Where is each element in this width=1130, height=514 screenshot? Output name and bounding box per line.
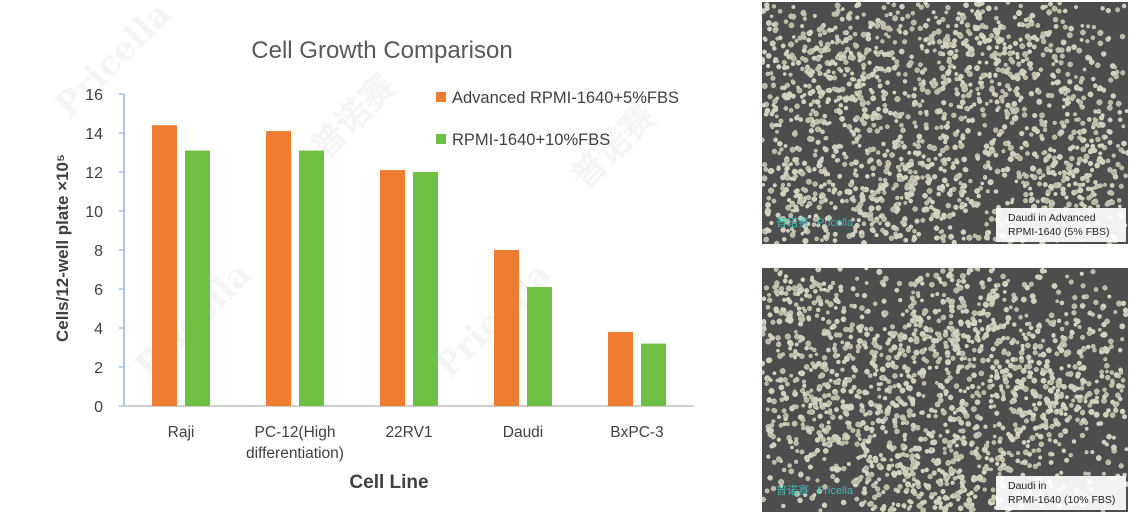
micrograph-rpmi-10fbs: 普诺赛 Pricella Daudi in RPMI-1640 (10% FBS) <box>762 268 1128 512</box>
bar <box>641 343 666 406</box>
bar <box>185 150 210 406</box>
bar <box>494 250 519 406</box>
cell-micrograph-image <box>762 268 1128 512</box>
x-tick-label: Raji <box>168 424 195 441</box>
x-tick-label: Daudi <box>503 424 544 441</box>
chart-title: Cell Growth Comparison <box>251 37 512 64</box>
x-tick-label-line: Daudi <box>503 424 544 441</box>
x-axis-title: Cell Line <box>349 472 428 493</box>
bar <box>527 287 552 406</box>
bar <box>299 150 324 406</box>
caption-line: Daudi in Advanced <box>1008 212 1096 224</box>
legend-label: RPMI-1640+10%FBS <box>452 131 610 149</box>
bar-chart-panel: Pricella 普诺赛 Pricella Pricella 普诺赛 Cell … <box>53 37 694 493</box>
cell-micrograph-image <box>762 2 1128 244</box>
logo-cn: 普诺赛 <box>776 216 809 229</box>
y-tick-label: 0 <box>94 399 103 416</box>
x-tick-label-line: 22RV1 <box>385 424 432 441</box>
caption-line: RPMI-1640 (10% FBS) <box>1008 494 1116 506</box>
brand-logo: 普诺赛 Pricella <box>776 482 853 498</box>
y-tick-label: 8 <box>94 243 103 260</box>
legend: Advanced RPMI-1640+5%FBS RPMI-1640+10%FBS <box>436 89 679 149</box>
caption-line: Daudi in <box>1008 480 1047 492</box>
x-tick-label-line: Raji <box>168 424 195 441</box>
bar <box>152 125 177 406</box>
bar-chart: Cell Growth Comparison Cells/12-well pla… <box>53 37 694 493</box>
brand-logo: 普诺赛 Pricella <box>776 214 853 230</box>
caption-line: RPMI-1640 (5% FBS) <box>1008 226 1110 238</box>
bar <box>380 170 405 406</box>
bar <box>608 331 633 406</box>
cell-cluster <box>762 268 1128 512</box>
y-tick-label: 14 <box>85 126 103 143</box>
x-tick-label-line: BxPC-3 <box>610 424 663 441</box>
y-tick-label: 12 <box>85 165 103 182</box>
y-tick-label: 16 <box>85 87 103 104</box>
x-tick-label: BxPC-3 <box>610 424 663 441</box>
logo-en: Pricella <box>817 217 854 229</box>
y-tick-label: 2 <box>94 360 103 377</box>
logo-en: Pricella <box>817 485 854 497</box>
y-axis-title: Cells/12-well plate ×10⁵ <box>53 154 72 342</box>
legend-swatch <box>436 92 446 102</box>
y-tick-label: 4 <box>94 321 103 338</box>
x-tick-label-line: PC-12(High <box>255 424 336 441</box>
logo-cn: 普诺赛 <box>776 484 809 497</box>
micrograph-advanced-rpmi: 普诺赛 Pricella Daudi in Advanced RPMI-1640 … <box>762 2 1128 244</box>
bar <box>266 131 291 407</box>
x-tick-label-line: differentiation) <box>246 445 344 462</box>
bar <box>413 172 438 406</box>
cell-cluster <box>762 2 1128 244</box>
y-tick-label: 10 <box>85 204 103 221</box>
x-tick-label: PC-12(High differentiation) <box>246 424 344 462</box>
legend-label: Advanced RPMI-1640+5%FBS <box>452 89 679 107</box>
photo-caption: Daudi in RPMI-1640 (10% FBS) <box>996 476 1126 510</box>
legend-swatch <box>436 134 446 144</box>
x-tick-label: 22RV1 <box>385 424 432 441</box>
y-tick-label: 6 <box>94 282 103 299</box>
photo-caption: Daudi in Advanced RPMI-1640 (5% FBS) <box>996 208 1126 242</box>
